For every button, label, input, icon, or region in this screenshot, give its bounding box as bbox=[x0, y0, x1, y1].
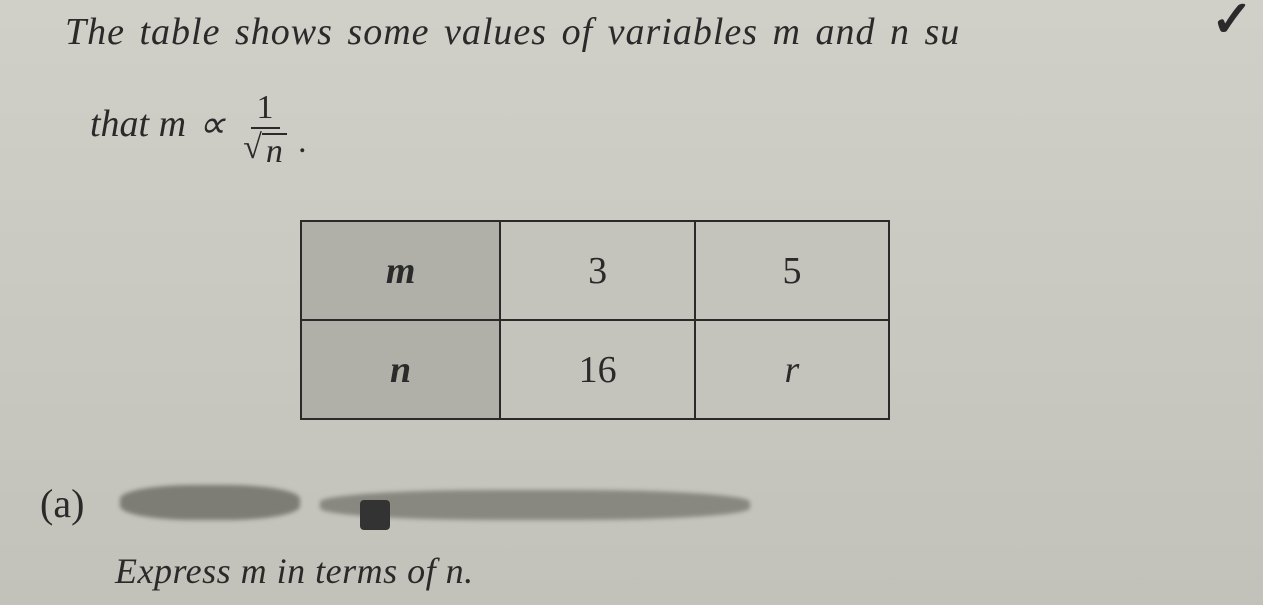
intro-line-1: The table shows some values of variables… bbox=[65, 10, 960, 54]
intro-prefix: that m bbox=[90, 102, 186, 146]
intro-line-2: that m ∝ 1 √ n . bbox=[90, 85, 307, 163]
radical-symbol: √ bbox=[243, 131, 262, 165]
cell-m-1: 5 bbox=[695, 221, 889, 320]
intro-period: . bbox=[299, 123, 308, 163]
cell-m-0: 3 bbox=[500, 221, 695, 320]
row-header-m: m bbox=[301, 221, 500, 320]
radicand: n bbox=[262, 133, 287, 169]
row-header-n: n bbox=[301, 320, 500, 419]
cell-n-0: 16 bbox=[500, 320, 695, 419]
cell-n-1: r bbox=[695, 320, 889, 419]
table-row: m 3 5 bbox=[301, 221, 889, 320]
proportional-symbol: ∝ bbox=[198, 102, 225, 147]
part-a-prompt: Express m in terms of n. bbox=[115, 550, 474, 592]
part-a-label: (a) bbox=[40, 480, 84, 527]
values-table: m 3 5 n 16 r bbox=[300, 220, 890, 420]
fraction-numerator: 1 bbox=[251, 91, 280, 129]
checkmark-fragment: ✓ bbox=[1211, 0, 1253, 48]
fraction: 1 √ n bbox=[243, 91, 287, 169]
question-page: ✓ The table shows some values of variabl… bbox=[0, 0, 1263, 605]
redaction-block bbox=[360, 500, 390, 530]
fraction-denominator: √ n bbox=[243, 129, 287, 169]
redaction-smudge bbox=[120, 475, 780, 530]
table-row: n 16 r bbox=[301, 320, 889, 419]
